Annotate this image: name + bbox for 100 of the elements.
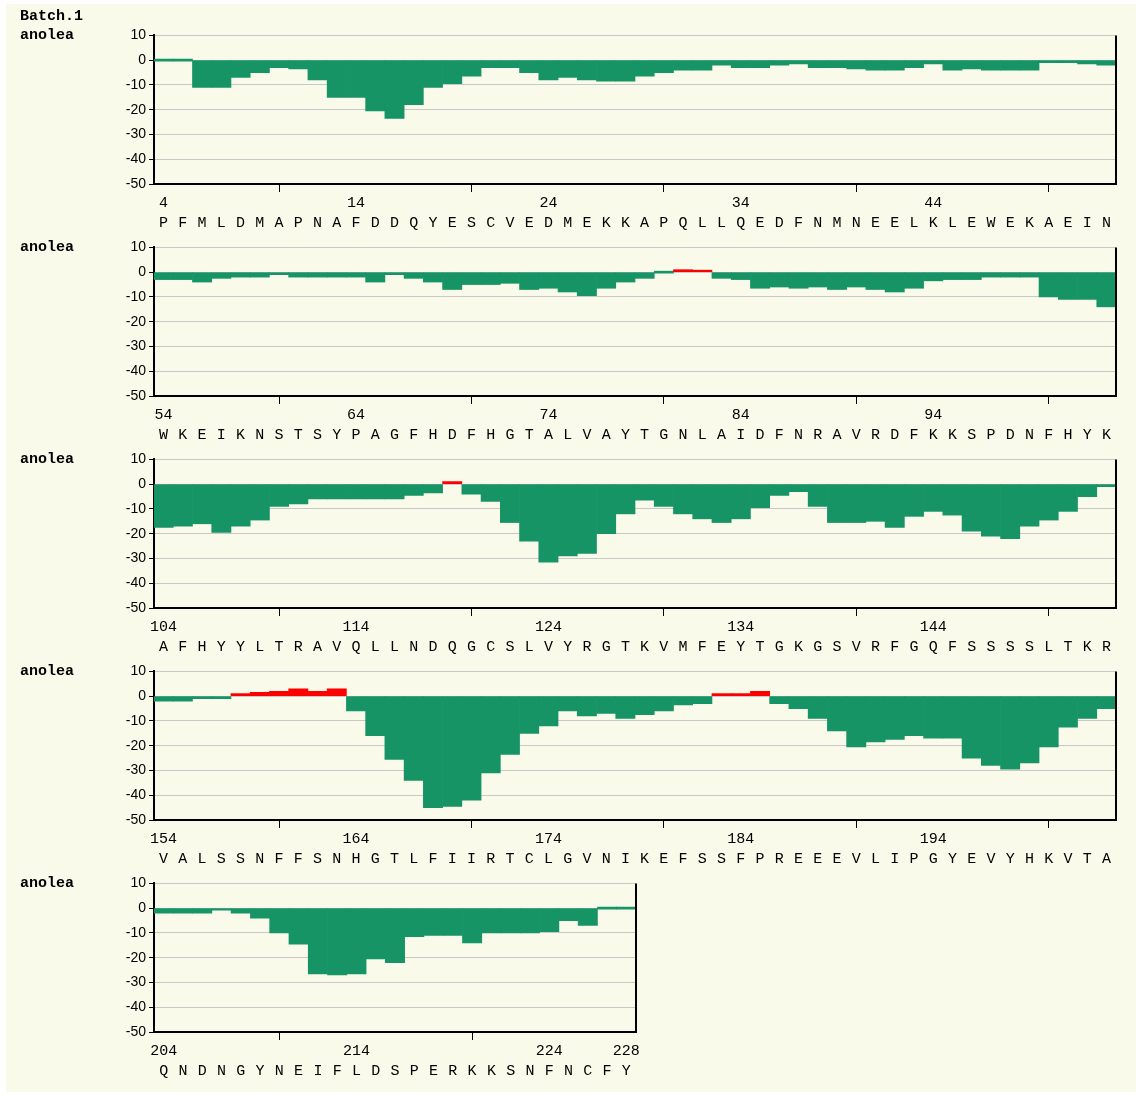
x-tick-label: F	[774, 426, 784, 444]
x-tick-label: P	[986, 426, 996, 444]
x2-tick-label: 34	[731, 194, 750, 212]
y-tick-label: 0	[138, 475, 147, 492]
x-tick-label: F	[332, 1062, 342, 1080]
x-tick-label: A	[178, 850, 188, 868]
x-tick-label: A	[640, 214, 650, 232]
y-tick-label: -10	[125, 711, 147, 728]
x-tick-label: F	[736, 850, 746, 868]
x2-tick-label: 84	[731, 406, 750, 424]
x-tick-label: Q	[736, 214, 746, 232]
x-tick-label: L	[216, 214, 226, 232]
y-axis-title: anolea	[20, 451, 75, 469]
y-tick-label: -30	[125, 549, 147, 566]
x-tick-label: D	[428, 638, 438, 656]
x-tick-label: E	[197, 426, 207, 444]
x-tick-label: Y	[428, 214, 438, 232]
x-tick-label: R	[813, 426, 823, 444]
x-tick-label: L	[351, 1062, 361, 1080]
x-tick-label: F	[890, 638, 900, 656]
x-tick-label: K	[1101, 426, 1111, 444]
x-tick-label: E	[1005, 214, 1015, 232]
x-tick-label: P	[159, 214, 169, 232]
x2-tick-label: 124	[534, 618, 562, 636]
x2-tick-label: 174	[534, 830, 562, 848]
x-tick-label: S	[986, 638, 996, 656]
y-tick-label: 10	[130, 874, 147, 891]
x-tick-label: Y	[563, 638, 573, 656]
x-tick-label: P	[293, 214, 303, 232]
x-tick-label: S	[505, 638, 515, 656]
x-tick-label: Y	[236, 638, 246, 656]
y-tick-label: -20	[125, 100, 147, 117]
y-tick-label: 0	[138, 687, 147, 704]
x-tick-label: V	[851, 638, 861, 656]
x-tick-label: G	[563, 850, 573, 868]
x-tick-label: A	[370, 426, 380, 444]
x-tick-label: Q	[159, 1062, 169, 1080]
x-tick-label: P	[755, 850, 765, 868]
x-tick-label: E	[429, 1062, 439, 1080]
x-tick-label: E	[967, 214, 977, 232]
x-tick-label: L	[255, 638, 265, 656]
x-tick-label: C	[583, 1062, 593, 1080]
x-tick-label: F	[947, 638, 957, 656]
x-tick-label: K	[601, 214, 611, 232]
x-tick-label: F	[544, 1062, 554, 1080]
x-tick-label: F	[274, 850, 284, 868]
x-tick-label: I	[216, 426, 226, 444]
x-tick-label: K	[928, 214, 938, 232]
x-tick-label: V	[986, 850, 996, 868]
x2-tick-label: 104	[150, 618, 178, 636]
x-tick-label: F	[409, 426, 419, 444]
x-tick-label: H	[1024, 850, 1034, 868]
x-tick-label: G	[813, 638, 823, 656]
x-tick-label: Q	[409, 214, 419, 232]
x-tick-label: S	[506, 1062, 516, 1080]
x-tick-label: T	[389, 850, 400, 868]
x-tick-label: T	[1063, 638, 1073, 656]
x-tick-label: H	[428, 426, 438, 444]
x-tick-label: Q	[928, 638, 938, 656]
x-tick-label: K	[178, 426, 188, 444]
x-tick-label: E	[755, 214, 765, 232]
y-tick-label: -50	[125, 174, 147, 191]
y-tick-label: -40	[125, 150, 147, 167]
x-tick-label: D	[197, 1062, 207, 1080]
x2-tick-label: 74	[539, 406, 558, 424]
x-tick-label: H	[351, 850, 361, 868]
x-tick-label: L	[697, 426, 707, 444]
x-tick-label: T	[524, 426, 534, 444]
x-tick-label: N	[564, 1062, 574, 1080]
x-tick-label: L	[1044, 638, 1054, 656]
x-tick-label: S	[1005, 638, 1015, 656]
x2-tick-label: 194	[919, 830, 947, 848]
y-tick-label: -30	[125, 761, 147, 778]
x-tick-label: V	[851, 426, 861, 444]
y-tick-label: -20	[125, 312, 147, 329]
y-tick-label: -50	[125, 598, 147, 615]
x-tick-label: V	[543, 638, 553, 656]
x-tick-label: D	[543, 214, 553, 232]
x-tick-label: R	[870, 426, 881, 444]
x-tick-label: G	[505, 426, 515, 444]
x-tick-label: N	[851, 214, 861, 232]
y-tick-label: 10	[130, 26, 147, 43]
x-tick-label: T	[1082, 850, 1092, 868]
y-tick-label: 0	[138, 263, 147, 280]
x-tick-label: F	[794, 214, 804, 232]
x-tick-label: K	[640, 850, 650, 868]
x-tick-label: E	[794, 850, 804, 868]
y-tick-label: -20	[125, 948, 147, 965]
x-tick-label: P	[659, 214, 669, 232]
x-tick-label: F	[602, 1062, 612, 1080]
x-tick-label: T	[640, 426, 650, 444]
x-tick-label: T	[755, 638, 765, 656]
x-tick-label: D	[370, 214, 380, 232]
x-tick-label: T	[620, 638, 630, 656]
x-tick-label: L	[524, 638, 534, 656]
x-tick-label: A	[313, 638, 323, 656]
y-tick-label: -50	[125, 810, 147, 827]
y-tick-label: -50	[125, 1022, 147, 1039]
y-tick-label: -40	[125, 362, 147, 379]
x-tick-label: N	[678, 426, 688, 444]
